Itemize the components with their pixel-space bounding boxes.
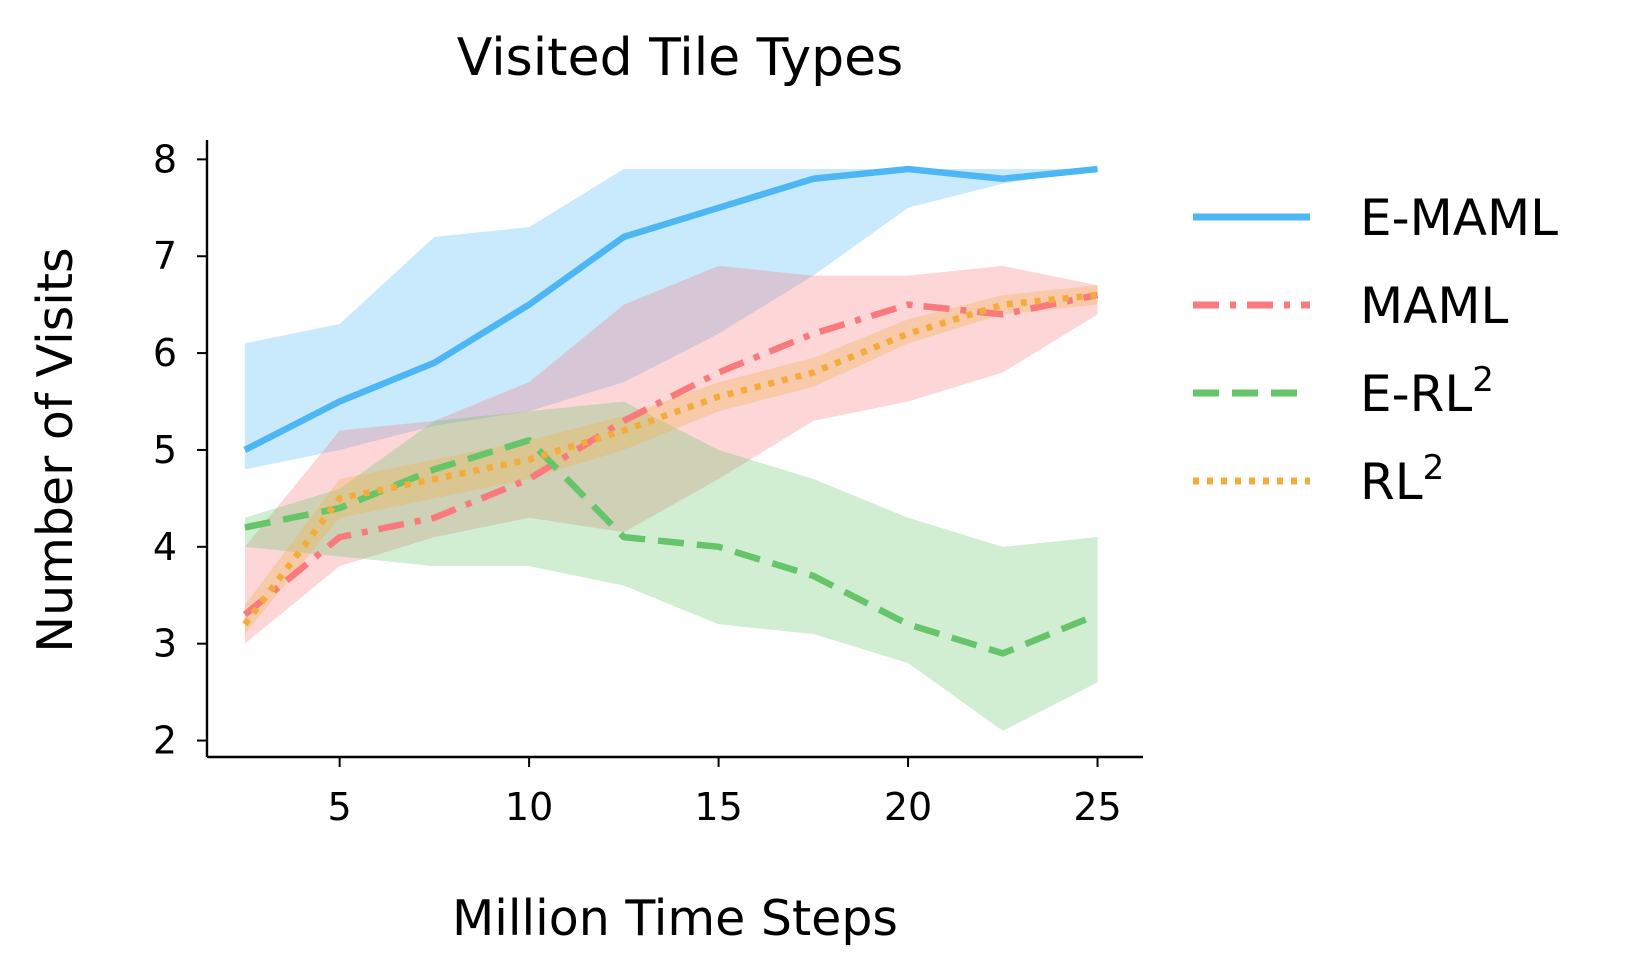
- line-e-rl2: [244, 437, 1099, 657]
- x-ticks: 5 10 15 20 25: [328, 757, 1122, 829]
- x-tick-label: 10: [505, 785, 553, 829]
- y-tick-label: 8: [153, 137, 177, 181]
- y-tick-label: 5: [153, 428, 177, 472]
- y-tick-label: 7: [153, 234, 177, 278]
- x-tick-label: 15: [694, 785, 742, 829]
- line-maml: [242, 291, 1099, 618]
- y-tick-label: 2: [153, 719, 177, 763]
- y-tick-label: 4: [153, 525, 177, 569]
- series-lines: [242, 165, 1099, 657]
- band-e-rl2: [244, 401, 1098, 731]
- line-rl2: [242, 291, 1098, 627]
- x-tick-label: 5: [328, 785, 352, 829]
- line-e-maml: [243, 165, 1098, 453]
- band-e-maml: [244, 169, 1098, 470]
- legend-label-e-maml: E-MAML: [1360, 189, 1558, 247]
- legend-label-e-rl2: E-RL2: [1360, 360, 1494, 423]
- axes: [205, 140, 1143, 759]
- confidence-bands: [244, 169, 1098, 731]
- chart-title: Visited Tile Types: [457, 28, 903, 88]
- x-axis-label: Million Time Steps: [452, 890, 898, 947]
- x-tick-label: 25: [1073, 785, 1121, 829]
- legend-label-maml: MAML: [1360, 277, 1508, 335]
- legend-label-rl2: RL2: [1360, 448, 1444, 511]
- band-maml: [244, 265, 1098, 644]
- y-axis-label: Number of Visits: [27, 247, 84, 652]
- x-tick-label: 20: [884, 785, 932, 829]
- y-tick-label: 6: [153, 331, 177, 375]
- legend: E-MAML MAML E-RL2 RL2: [1193, 189, 1558, 511]
- y-ticks: 2 3 4 5 6 7 8: [153, 137, 207, 763]
- y-tick-label: 3: [153, 622, 177, 666]
